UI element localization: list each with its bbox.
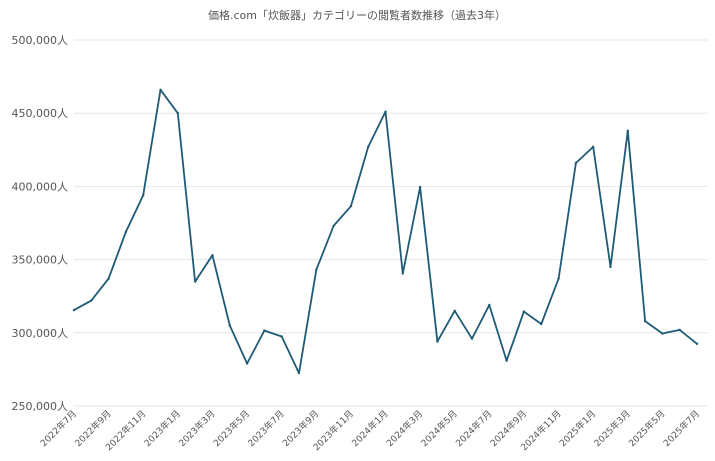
x-tick-label: 2024年5月 <box>418 408 459 449</box>
y-tick-label: 450,000人 <box>12 107 69 120</box>
data-point <box>193 280 197 283</box>
data-point <box>245 362 249 365</box>
data-point <box>280 335 283 338</box>
data-point <box>522 310 526 313</box>
data-point <box>574 161 578 165</box>
data-point <box>695 342 699 345</box>
data-point <box>176 112 180 115</box>
chart-title: 価格.com「炊飯器」カテゴリーの閲覧者数推移（過去3年） <box>208 8 506 22</box>
data-point <box>678 328 681 332</box>
data-point <box>349 204 353 208</box>
x-tick-label: 2024年7月 <box>453 408 494 449</box>
data-point <box>626 129 629 132</box>
x-tick-label: 2023年1月 <box>141 408 182 449</box>
data-point <box>401 272 405 275</box>
data-point <box>488 303 491 307</box>
x-tick-label: 2023年3月 <box>176 408 217 449</box>
data-point <box>591 145 595 149</box>
series-layer <box>72 88 699 375</box>
y-tick-label: 250,000人 <box>12 400 69 413</box>
data-point <box>505 359 508 362</box>
y-axis-ticks: 250,000人 300,000人 350,000人 400,000人 450,000人… <box>12 34 69 413</box>
data-point <box>107 277 110 280</box>
y-tick-label: 400,000人 <box>12 180 69 193</box>
data-point <box>643 319 647 323</box>
x-tick-label: 2025年5月 <box>626 408 667 449</box>
x-axis-ticks: 2022年7月2022年9月2022年11月2023年1月2023年3月2023… <box>38 408 702 454</box>
data-point <box>124 230 128 233</box>
data-point <box>557 277 560 280</box>
data-point <box>384 110 387 113</box>
data-point <box>72 308 76 312</box>
x-tick-label: 2024年3月 <box>384 408 425 449</box>
x-tick-label: 2023年5月 <box>211 408 252 449</box>
gridlines <box>74 39 708 407</box>
data-point <box>315 268 318 272</box>
x-tick-label: 2025年1月 <box>557 408 598 449</box>
data-point <box>418 185 422 189</box>
data-point <box>661 332 664 335</box>
x-tick-label: 2025年3月 <box>591 408 632 449</box>
data-point <box>609 265 612 269</box>
data-point <box>470 337 474 340</box>
y-tick-label: 300,000人 <box>12 327 69 340</box>
data-point <box>211 254 214 257</box>
data-point <box>453 309 456 313</box>
data-point <box>159 88 162 91</box>
data-point <box>142 193 145 197</box>
data-point <box>263 329 266 332</box>
x-tick-label: 2025年7月 <box>661 408 702 449</box>
y-tick-label: 500,000人 <box>12 34 69 47</box>
data-point <box>436 340 439 343</box>
data-point <box>366 145 370 149</box>
x-tick-label: 2023年7月 <box>245 408 286 449</box>
y-tick-label: 350,000人 <box>12 254 69 267</box>
data-point <box>540 322 543 326</box>
x-tick-label: 2024年1月 <box>349 408 390 449</box>
data-point <box>332 224 335 228</box>
series-line-0 <box>73 88 698 375</box>
data-point <box>228 324 231 327</box>
x-tick-label: 2022年7月 <box>38 408 79 449</box>
data-point <box>297 371 301 375</box>
data-point <box>90 299 93 302</box>
